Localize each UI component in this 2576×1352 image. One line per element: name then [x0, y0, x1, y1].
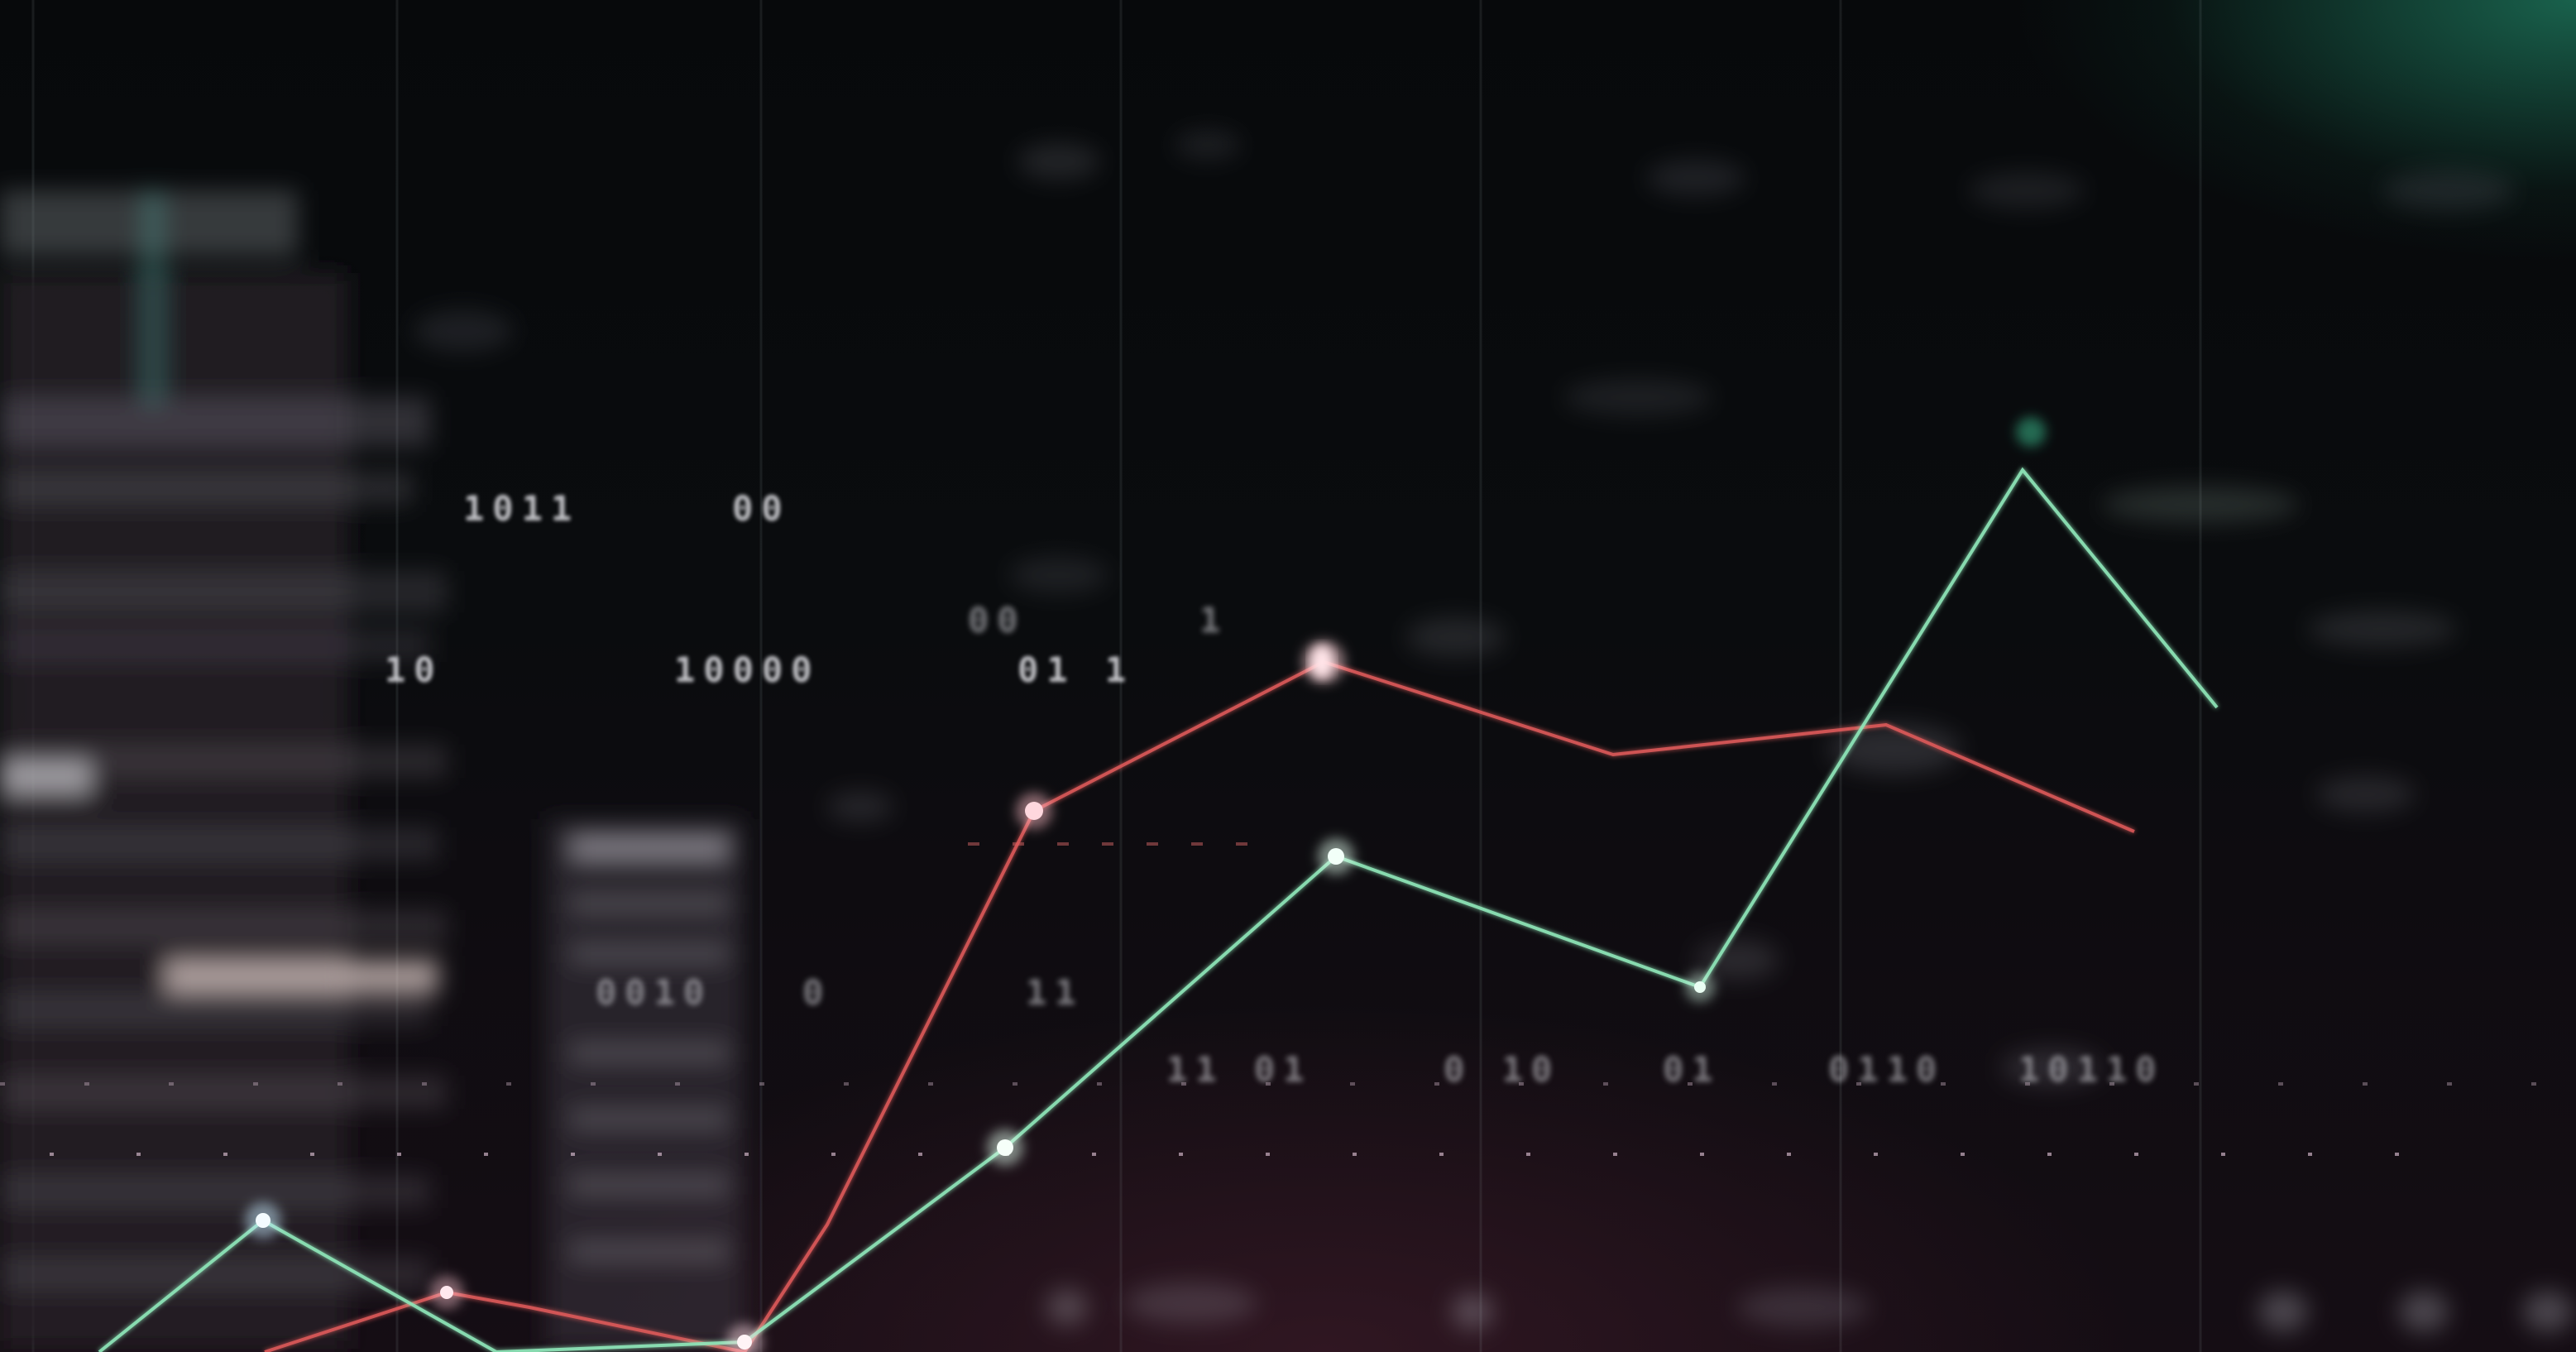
- marker: [440, 1286, 453, 1299]
- binary-digits: 11: [1026, 972, 1085, 1013]
- red-series: [264, 659, 2135, 1352]
- marker-glow: [2016, 417, 2046, 447]
- binary-digits: 1011: [463, 488, 581, 529]
- binary-digits: 0010: [596, 972, 713, 1013]
- binary-digits: 00: [968, 600, 1027, 640]
- binary-digits: 0110: [1828, 1049, 1946, 1090]
- marker: [1310, 645, 1333, 678]
- binary-digits: 0 10: [1444, 1049, 1561, 1090]
- binary-digits: 11 01: [1166, 1049, 1313, 1090]
- vertical-grid-lines: [31, 0, 2202, 1352]
- binary-digits: 0: [802, 972, 832, 1013]
- marker: [256, 1213, 271, 1228]
- bokeh-blobs: [414, 130, 2573, 1332]
- marker: [1328, 848, 1344, 865]
- chart-markers: [245, 417, 2046, 1352]
- binary-digits: 00: [732, 488, 791, 529]
- binary-digits: 10: [385, 650, 443, 690]
- red-series-line: [264, 659, 2135, 1352]
- marker: [997, 1139, 1013, 1156]
- marker: [1694, 981, 1706, 993]
- marker: [1025, 802, 1043, 820]
- binary-digits: 01: [1663, 1049, 1721, 1090]
- binary-digits: 10000: [674, 650, 821, 690]
- binary-digits: 10110: [2018, 1049, 2165, 1090]
- marker: [737, 1335, 752, 1350]
- blurred-city-buildings: [0, 190, 745, 1349]
- binary-digits: 1: [1199, 600, 1229, 640]
- binary-digits: 01 1: [1017, 650, 1135, 690]
